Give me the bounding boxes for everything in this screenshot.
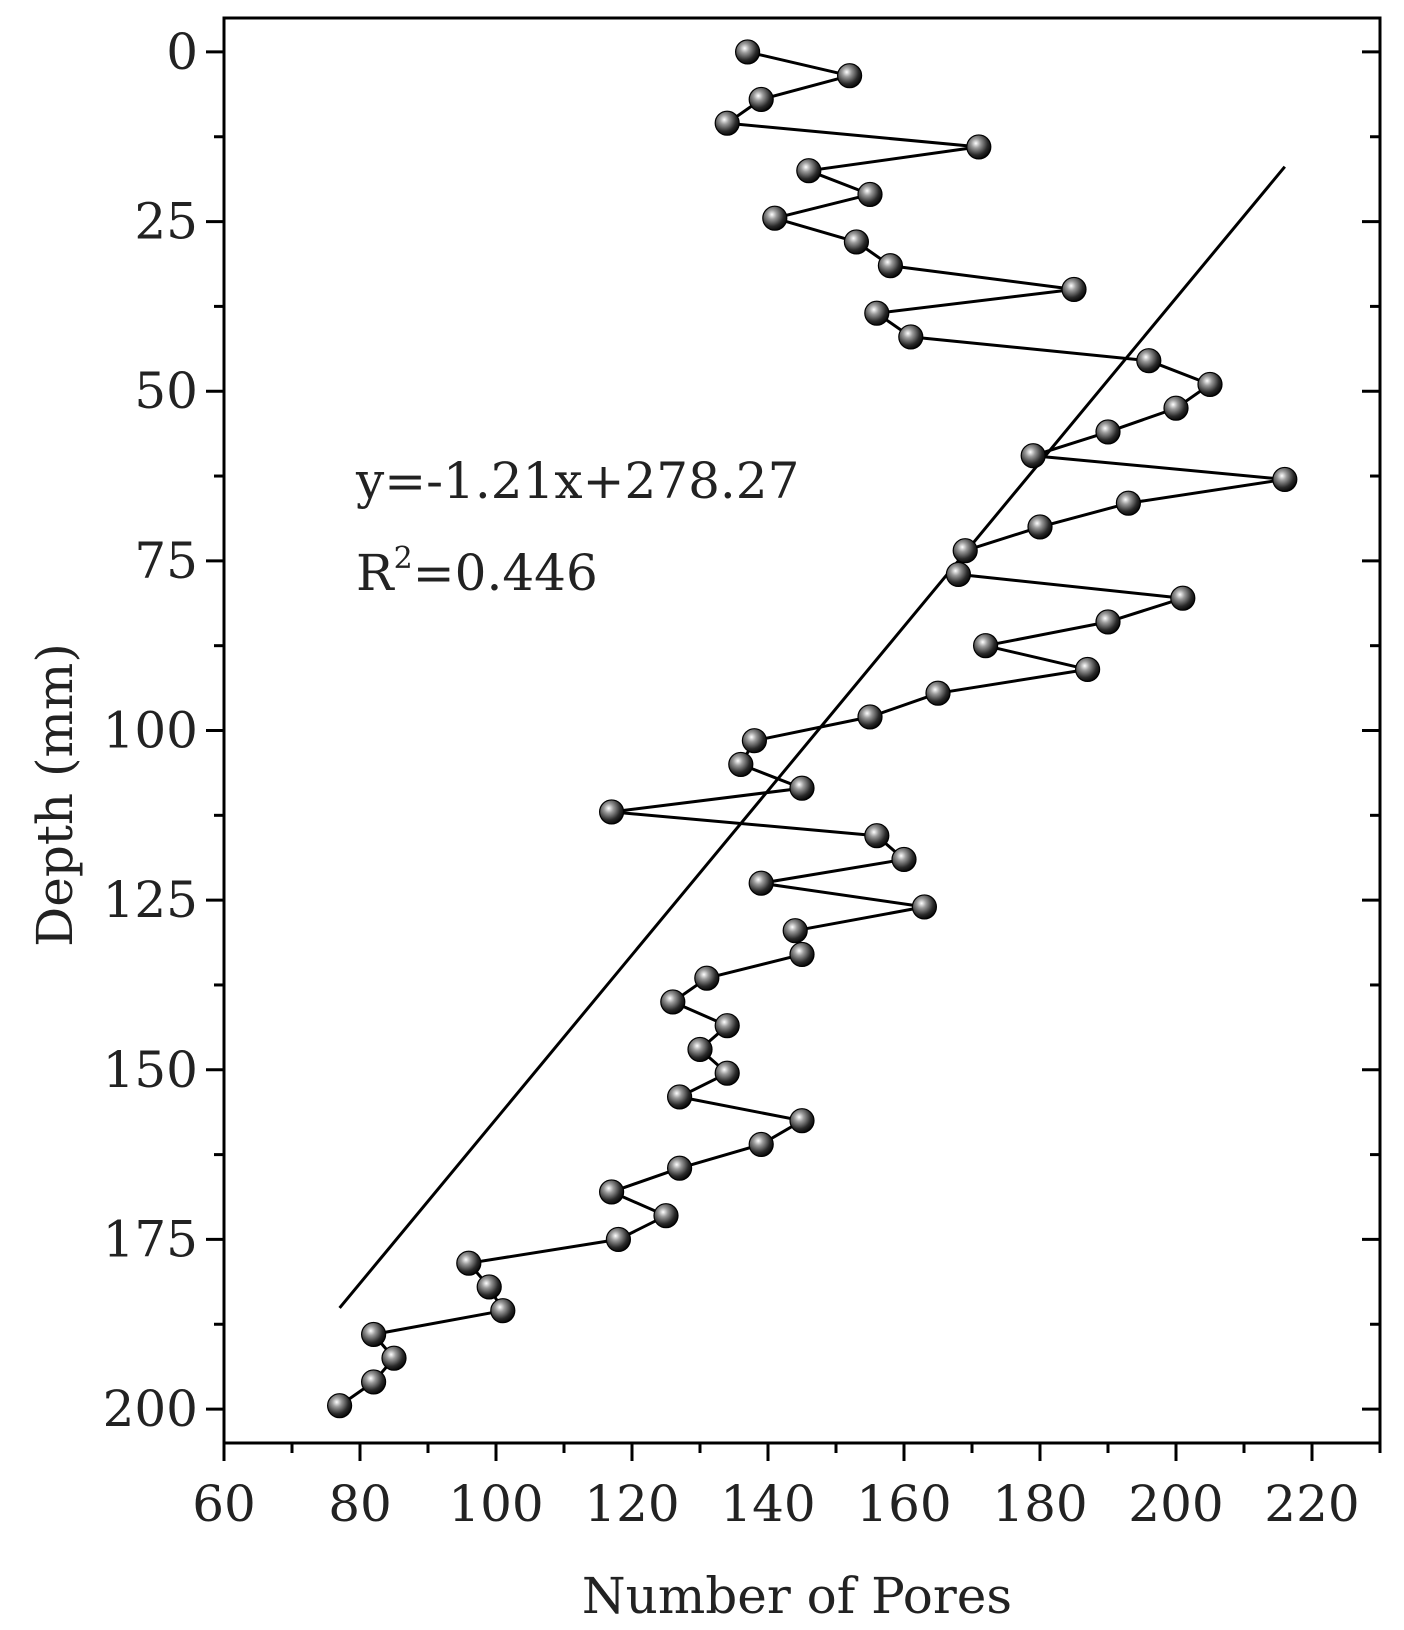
data-point: [748, 870, 774, 896]
data-point: [1095, 609, 1121, 635]
data-point: [476, 1274, 502, 1300]
data-point: [598, 799, 625, 825]
regression-fit: [338, 165, 1286, 1309]
fit-equation: y=-1.21x+278.27: [355, 452, 799, 510]
data-point: [728, 751, 754, 778]
x-tick-label: 60: [192, 1475, 256, 1533]
data-point: [598, 1179, 625, 1205]
axis-ticks: [206, 50, 1382, 1461]
data-point: [925, 680, 951, 706]
data-point: [1163, 395, 1189, 421]
data-point: [381, 1345, 407, 1371]
data-series: [338, 50, 1287, 1407]
r-squared-superscript: 2: [394, 541, 413, 576]
r-squared-symbol: R: [356, 544, 395, 602]
x-tick-labels: 60 80 100 120 140 160 180 200 220: [192, 1475, 1360, 1533]
fit-line: [338, 165, 1286, 1309]
x-tick-label: 140: [720, 1475, 815, 1533]
series-line: [338, 50, 1287, 1407]
data-point: [666, 1155, 693, 1181]
data-point: [789, 775, 815, 801]
data-point: [456, 1250, 482, 1276]
data-point: [741, 728, 768, 754]
data-point: [748, 1131, 774, 1158]
x-tick-label: 180: [992, 1475, 1087, 1533]
data-point: [694, 965, 720, 991]
data-point: [361, 1369, 387, 1395]
data-point: [714, 1060, 740, 1086]
data-point: [843, 229, 870, 255]
y-tick-label: 175: [103, 1210, 198, 1268]
y-tick-label: 0: [166, 23, 198, 81]
data-point: [891, 846, 917, 873]
data-point: [605, 1226, 632, 1253]
data-point: [1272, 466, 1298, 493]
y-tick-label: 25: [134, 193, 198, 251]
y-tick-label: 100: [103, 702, 198, 760]
x-tick-label: 220: [1264, 1475, 1359, 1533]
y-tick-label: 50: [134, 362, 198, 420]
data-point: [1061, 276, 1087, 303]
data-point: [1197, 371, 1223, 398]
data-point: [748, 86, 774, 113]
x-tick-label: 160: [856, 1475, 951, 1533]
data-point: [734, 39, 761, 65]
data-point: [1027, 514, 1053, 540]
r-squared-label: R2=0.446: [356, 541, 598, 602]
y-tick-label: 150: [103, 1041, 198, 1099]
data-point: [490, 1298, 516, 1324]
data-point: [1074, 656, 1101, 683]
y-tick-label: 75: [134, 532, 198, 590]
data-point: [898, 324, 924, 350]
data-point: [1020, 443, 1046, 469]
data-point: [836, 63, 863, 89]
y-axis-title: Depth (mm): [26, 643, 84, 947]
data-point: [660, 989, 686, 1015]
y-tick-label: 125: [103, 871, 198, 929]
r-squared-value: =0.446: [413, 544, 598, 602]
x-tick-label: 100: [448, 1475, 543, 1533]
data-point: [966, 134, 992, 160]
x-tick-label: 120: [584, 1475, 679, 1533]
x-tick-label: 200: [1128, 1475, 1223, 1533]
data-point: [789, 941, 815, 968]
data-point: [952, 538, 978, 564]
x-axis-title: Number of Pores: [582, 1567, 1012, 1625]
data-point: [945, 561, 972, 588]
data-point: [864, 300, 890, 326]
data-point: [687, 1036, 713, 1063]
data-point: [1115, 490, 1142, 516]
data-point: [1136, 348, 1162, 374]
y-tick-labels: 0 25 50 75 100 125 150 175 200: [103, 23, 198, 1438]
data-point: [666, 1084, 693, 1110]
data-point: [857, 181, 883, 208]
y-tick-label: 200: [103, 1380, 198, 1438]
data-point: [972, 633, 999, 659]
data-point: [361, 1321, 387, 1348]
data-point: [789, 1108, 815, 1134]
data-point: [782, 918, 808, 944]
data-point: [796, 158, 822, 184]
data-point: [714, 110, 740, 136]
data-point: [714, 1013, 740, 1039]
data-point: [1170, 585, 1196, 611]
data-points: [327, 39, 1298, 1419]
data-point: [762, 205, 788, 231]
data-point: [864, 823, 890, 849]
data-point: [857, 704, 883, 730]
x-tick-label: 80: [328, 1475, 392, 1533]
data-point: [1095, 419, 1121, 445]
data-point: [877, 253, 904, 279]
data-point: [911, 894, 938, 920]
data-point: [653, 1203, 679, 1229]
data-point: [327, 1393, 353, 1419]
